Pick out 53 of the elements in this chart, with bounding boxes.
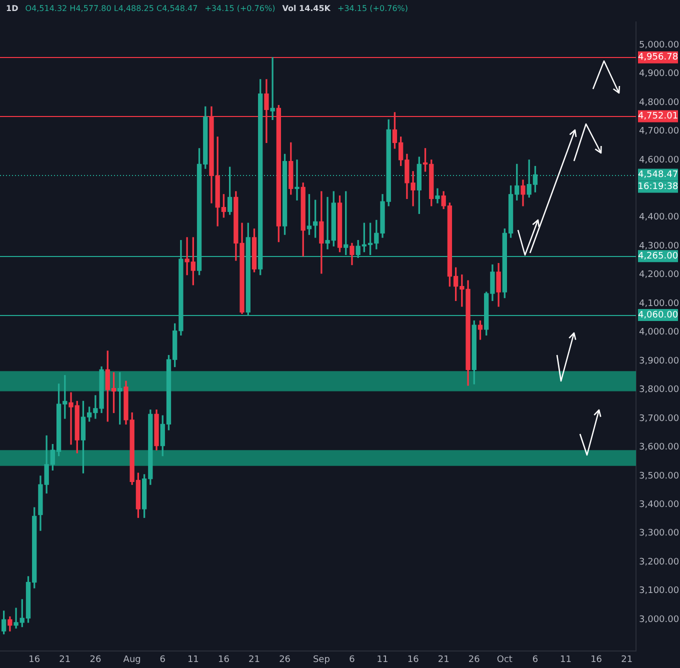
y-tick-label: 3,900.00 [639,356,680,366]
text: 16:19:38 [638,182,678,192]
y-tick-label: 4,700.00 [639,126,680,137]
x-tick-label: 21 [438,654,450,665]
y-tick-label: 4,600.00 [639,155,680,166]
candlestick [435,188,440,204]
x-tick-label: 11 [376,654,388,665]
y-tick-label: 4,900.00 [639,69,680,80]
text: +34.15 (+0.76%) [338,4,408,13]
x-tick-label: 26 [90,654,102,665]
x-tick-label: 6 [160,654,166,665]
x-tick-label: Oct [496,654,513,665]
y-tick-label: 3,600.00 [639,442,680,453]
y-tick-label: 3,200.00 [639,557,680,568]
x-tick-label: Sep [312,654,330,665]
text: +34.15 (+0.76%) [204,4,276,13]
y-tick-label: 4,800.00 [639,98,680,108]
ref-line-label: 4,548.47 [638,170,678,180]
y-tick-label: 3,700.00 [639,414,680,424]
x-tick-label: 26 [279,654,291,665]
y-tick-label: 3,400.00 [639,500,680,510]
y-tick-label: 3,500.00 [639,471,680,482]
y-tick-label: 3,800.00 [639,385,680,396]
y-tick-label: 4,000.00 [639,328,680,338]
text: 1D [6,4,18,13]
y-tick-label: 4,400.00 [639,212,680,223]
text: O4,514.32 H4,577.80 L4,488.25 C4,548.47 [25,4,198,13]
ref-line-label: 4,265.00 [638,252,678,262]
ref-line-label: 4,752.01 [638,112,678,122]
y-tick-label: 4,300.00 [639,241,680,252]
ref-line-label: 4,060.00 [638,310,678,320]
x-tick-label: 6 [532,654,538,665]
ref-line-label: 4,956.78 [638,52,678,63]
text: Vol 14.45K [282,4,330,13]
x-tick-label: 11 [560,654,572,665]
x-tick-label: 16 [218,654,230,665]
candlestick [270,57,275,120]
x-tick-label: 16 [28,654,40,665]
x-tick-label: 21 [248,654,260,665]
y-tick-label: 4,100.00 [639,298,680,309]
y-tick-label: 4,200.00 [639,270,680,280]
x-tick-label: 16 [590,654,602,665]
x-tick-label: 6 [349,654,356,665]
x-tick-label: 21 [59,654,71,665]
x-tick-label: 11 [187,654,199,665]
x-tick-label: Aug [123,654,141,665]
y-tick-label: 3,300.00 [639,528,680,539]
x-tick-label: 26 [468,654,480,665]
y-tick-label: 3,100.00 [639,586,680,596]
y-tick-label: 3,000.00 [639,614,680,625]
x-tick-label: 16 [407,654,420,665]
x-tick-label: 21 [621,654,633,665]
y-tick-label: 5,000.00 [639,40,680,50]
